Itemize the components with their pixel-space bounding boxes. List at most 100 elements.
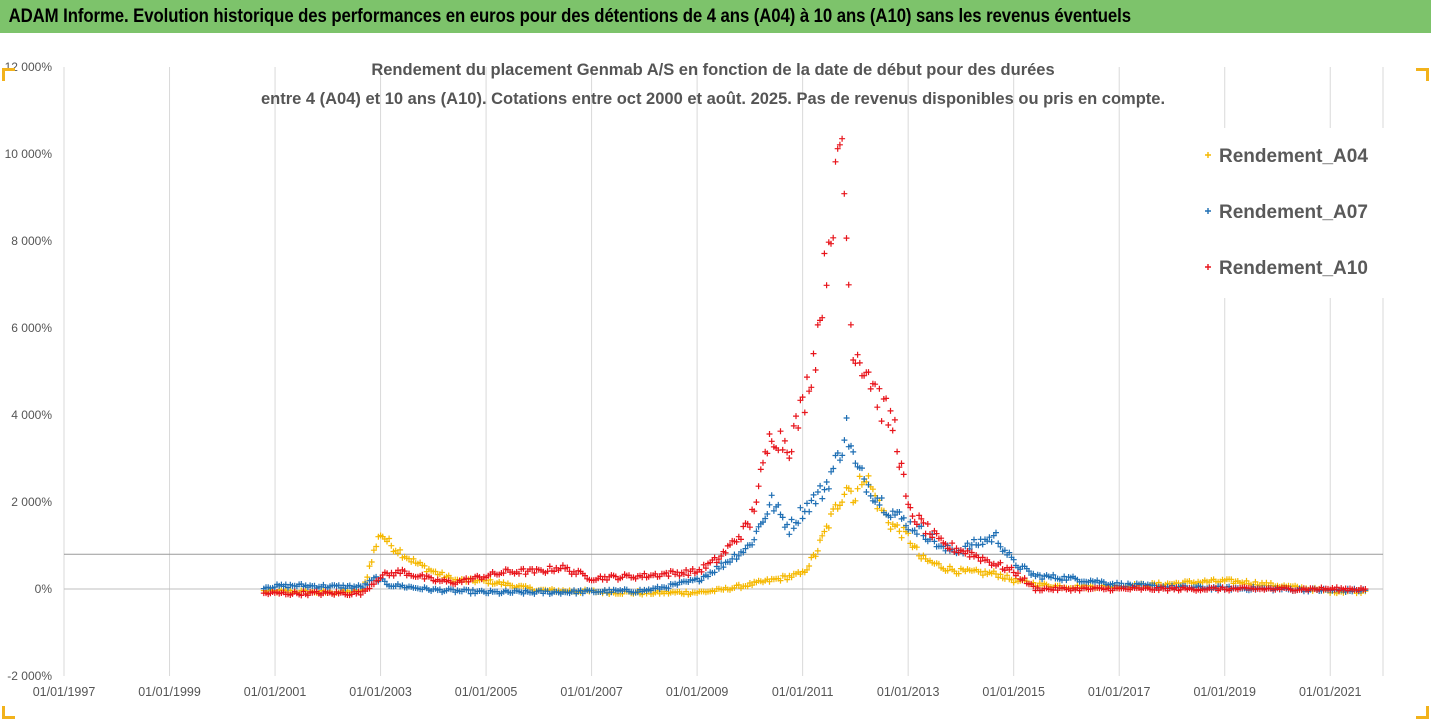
data-point (797, 397, 804, 404)
data-point (1001, 547, 1008, 554)
data-point (812, 500, 819, 507)
data-point (397, 570, 404, 577)
data-point (830, 234, 837, 241)
data-point (727, 559, 733, 566)
x-axis: 01/01/1997 01/01/1999 01/01/2001 01/01/2003… (33, 685, 1362, 699)
data-point (874, 505, 881, 512)
data-point (944, 567, 951, 574)
data-point (394, 550, 401, 557)
data-point (933, 530, 940, 537)
data-point (889, 427, 896, 434)
data-point (304, 592, 311, 599)
data-point (819, 532, 826, 539)
chart-title-line-2: entre 4 (A04) et 10 ans (A10). Cotations… (261, 90, 1165, 108)
y-tick-label: 10 000% (5, 147, 53, 161)
data-point (891, 416, 898, 423)
y-axis: -2 000% 0% 2 000% 4 000% 6 000% 8 000% 10 000%… (5, 60, 53, 683)
data-point (665, 585, 672, 592)
data-point (825, 485, 832, 492)
data-point (806, 508, 813, 515)
data-point (814, 489, 821, 495)
data-point (927, 531, 933, 537)
data-point (1006, 549, 1013, 556)
data-point (757, 466, 764, 473)
x-tick-label: 01/01/2011 (772, 685, 834, 699)
data-point (900, 471, 907, 478)
data-point (715, 556, 722, 563)
data-point (766, 431, 773, 437)
data-point (828, 511, 834, 517)
data-point (753, 528, 760, 535)
data-point (564, 564, 571, 571)
data-point (777, 577, 784, 584)
series-rendement-a10 (260, 135, 1369, 599)
data-point (604, 577, 610, 583)
data-point (883, 395, 890, 402)
data-point (946, 546, 953, 553)
data-point (856, 473, 863, 480)
data-point (817, 537, 823, 544)
data-point (720, 564, 727, 571)
data-point (907, 504, 914, 511)
data-point (777, 428, 784, 435)
data-point (953, 545, 960, 552)
data-point (839, 499, 846, 506)
data-point (913, 521, 920, 528)
x-tick-label: 01/01/2003 (349, 685, 412, 699)
legend-marker (1205, 264, 1211, 270)
data-point (837, 457, 843, 464)
data-point (366, 585, 373, 592)
x-tick-label: 01/01/2015 (982, 685, 1045, 699)
data-point (298, 592, 305, 599)
data-point (920, 519, 927, 526)
data-point (962, 543, 969, 550)
data-point (845, 281, 852, 288)
y-tick-label: 0% (35, 582, 53, 596)
data-point (839, 135, 846, 142)
data-point (848, 442, 854, 449)
data-point (722, 549, 729, 556)
data-point (920, 552, 927, 559)
x-tick-label: 01/01/2017 (1088, 685, 1151, 699)
data-point (931, 538, 938, 545)
data-point (821, 528, 828, 535)
frame-corner-top-right (1416, 68, 1429, 81)
data-point (984, 538, 991, 545)
data-point (819, 495, 826, 502)
data-point (885, 519, 892, 526)
data-point (370, 581, 377, 588)
data-point (790, 422, 797, 429)
data-point (652, 570, 659, 577)
data-point (788, 448, 795, 455)
data-point (968, 549, 975, 556)
data-point (755, 483, 762, 490)
data-point (911, 527, 918, 534)
data-point (841, 437, 848, 444)
data-point (938, 535, 945, 542)
data-point (795, 425, 802, 431)
data-point (432, 568, 439, 575)
data-point (744, 520, 751, 527)
data-point (839, 452, 846, 459)
data-point (834, 450, 841, 456)
x-tick-label: 01/01/2019 (1193, 685, 1256, 699)
data-point (852, 460, 859, 467)
data-point (1036, 572, 1043, 579)
data-point (896, 464, 903, 471)
performance-chart: -2 000% 0% 2 000% 4 000% 6 000% 8 000% 10 000%… (5, 60, 1385, 699)
data-point (979, 572, 986, 579)
data-point (799, 515, 806, 522)
data-point (520, 565, 527, 572)
data-point (894, 522, 901, 528)
data-point (874, 404, 881, 411)
data-point (711, 569, 718, 576)
data-point (808, 497, 815, 504)
data-point (814, 321, 821, 328)
data-point (916, 512, 923, 519)
data-point (751, 536, 758, 543)
frame-corner-top-left (2, 68, 15, 81)
data-point (370, 547, 377, 554)
data-point (364, 574, 371, 581)
data-point (1010, 569, 1017, 576)
data-point (793, 413, 799, 420)
